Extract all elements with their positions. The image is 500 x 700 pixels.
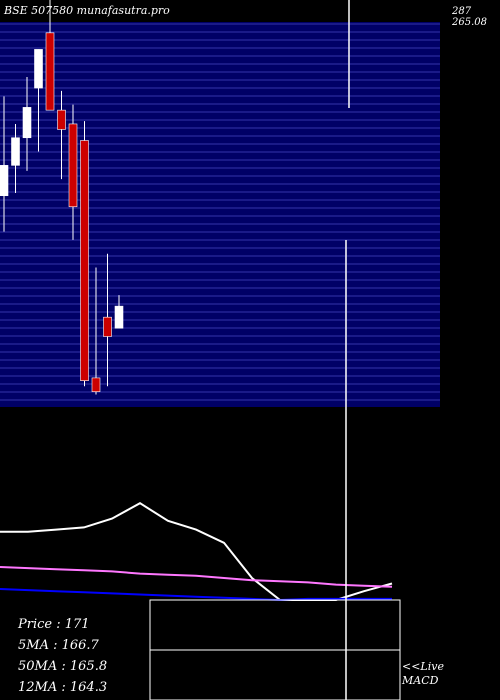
candle-body [11, 137, 20, 166]
candle-body [0, 165, 9, 197]
macd-label: MACD [402, 674, 439, 687]
live-macd-link[interactable]: <<Live MACD [402, 660, 444, 688]
ma5-value: 5MA : 166.7 [18, 638, 99, 653]
macd-panel [0, 502, 393, 602]
macd-series-line [0, 502, 393, 601]
candle-body [103, 316, 112, 337]
ma12-value: 12MA : 164.3 [18, 680, 108, 695]
macd-series-line [0, 566, 393, 588]
y-tick-label-second: 265.08 [451, 17, 487, 28]
candle-body [57, 109, 66, 130]
candle-body [45, 32, 55, 111]
macd-series-line [0, 588, 392, 602]
candle-body [91, 377, 101, 393]
candle-body [34, 49, 43, 89]
live-label: <<Live [402, 660, 444, 673]
stats-panel: Price : 171 5MA : 166.7 50MA : 165.8 12M… [18, 614, 146, 698]
candle-body [68, 123, 78, 208]
y-tick-label-top: 287 [451, 6, 472, 17]
candle-body [22, 107, 32, 139]
price-value: Price : 171 [18, 617, 90, 632]
candle-body [80, 140, 89, 381]
candle-body [114, 305, 124, 329]
candles [0, 0, 124, 395]
chart-title: BSE 507580 munafasutra.pro [4, 4, 170, 17]
grid-lines [0, 23, 440, 401]
ma50-value: 50MA : 165.8 [18, 659, 108, 674]
